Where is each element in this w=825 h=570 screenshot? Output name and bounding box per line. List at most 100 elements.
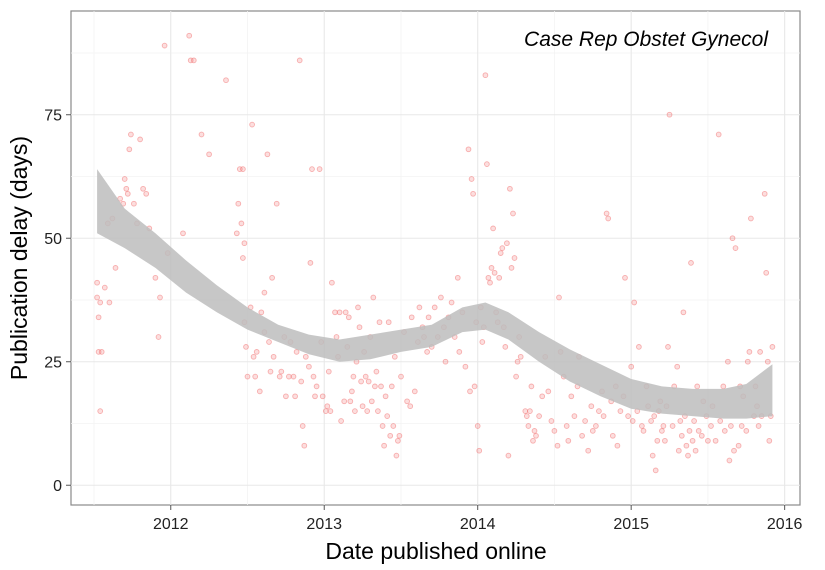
data-point: [342, 309, 349, 316]
data-point: [462, 363, 469, 370]
data-point: [474, 423, 481, 429]
data-point: [333, 334, 340, 340]
data-point: [732, 245, 739, 251]
data-point: [675, 447, 682, 454]
data-point: [396, 432, 403, 439]
data-point: [180, 230, 186, 237]
data-point: [631, 299, 638, 306]
data-point: [123, 185, 130, 192]
data-point: [370, 294, 377, 301]
data-points-layer: [94, 32, 776, 474]
data-point: [467, 388, 473, 395]
data-point: [408, 314, 415, 321]
data-point: [316, 166, 323, 172]
data-point: [286, 373, 292, 380]
data-point: [273, 200, 280, 207]
data-point: [152, 274, 159, 281]
data-point: [694, 383, 701, 390]
data-point: [95, 314, 102, 321]
data-point: [97, 408, 104, 414]
data-point: [293, 349, 300, 355]
data-point: [743, 428, 750, 434]
data-point: [338, 418, 344, 424]
data-point: [548, 418, 555, 424]
data-point: [94, 294, 100, 301]
data-point: [336, 309, 343, 316]
data-point: [511, 255, 518, 261]
data-point: [491, 269, 498, 276]
data-point: [376, 319, 383, 326]
data-point: [596, 408, 602, 414]
data-point: [579, 432, 585, 439]
data-point: [603, 210, 610, 217]
data-point: [442, 358, 449, 365]
data-point: [206, 151, 212, 158]
data-point: [628, 363, 635, 370]
data-point: [223, 77, 229, 84]
data-point: [365, 378, 372, 385]
data-point: [382, 393, 389, 400]
data-point: [746, 349, 753, 355]
data-point: [502, 344, 509, 350]
data-point: [530, 437, 536, 444]
data-point: [539, 393, 546, 400]
data-point: [121, 176, 128, 182]
data-point: [482, 72, 489, 79]
data-point: [341, 398, 348, 405]
y-tick-label: 0: [53, 478, 62, 495]
data-point: [651, 413, 658, 419]
data-point: [235, 200, 242, 207]
data-point: [729, 235, 736, 242]
minor-gridlines: [71, 11, 800, 505]
confidence-band-layer: [97, 169, 773, 419]
data-point: [755, 423, 762, 429]
data-point: [565, 437, 572, 444]
data-point: [507, 185, 513, 192]
data-point: [190, 57, 197, 64]
y-tick-label: 25: [44, 355, 62, 372]
data-point: [416, 304, 423, 311]
data-point: [505, 452, 512, 459]
data-point: [407, 403, 414, 410]
data-point: [456, 349, 463, 355]
data-point: [510, 210, 516, 217]
x-tick-label: 2013: [306, 516, 342, 533]
data-point: [686, 428, 693, 434]
data-point: [319, 393, 326, 400]
data-point: [345, 314, 352, 321]
data-point: [725, 358, 731, 365]
data-point: [137, 136, 143, 143]
data-point: [233, 230, 240, 237]
data-point: [256, 388, 263, 395]
data-point: [298, 378, 305, 385]
data-point: [465, 146, 472, 153]
data-point: [404, 398, 410, 405]
data-point: [683, 442, 690, 449]
data-point: [728, 423, 734, 429]
confidence-ribbon: [97, 169, 773, 419]
data-point: [379, 423, 386, 429]
x-tick-label: 2012: [153, 516, 189, 533]
data-point: [385, 319, 392, 326]
data-point: [689, 437, 696, 444]
data-point: [157, 294, 163, 301]
data-point: [691, 418, 697, 424]
data-point: [600, 413, 607, 419]
data-point: [614, 442, 621, 449]
data-point: [387, 432, 394, 439]
x-tick-label: 2016: [767, 516, 803, 533]
data-point: [568, 393, 575, 400]
y-axis: 0 25 50 75: [44, 108, 71, 495]
data-point: [639, 423, 645, 429]
data-point: [654, 437, 661, 444]
data-point: [375, 408, 381, 414]
data-point: [309, 166, 315, 172]
data-point: [748, 215, 754, 222]
data-point: [629, 418, 636, 424]
data-point: [556, 294, 562, 301]
data-point: [362, 373, 369, 380]
data-point: [660, 423, 667, 429]
data-point: [468, 176, 475, 182]
data-point: [186, 32, 193, 39]
data-point: [609, 432, 616, 439]
